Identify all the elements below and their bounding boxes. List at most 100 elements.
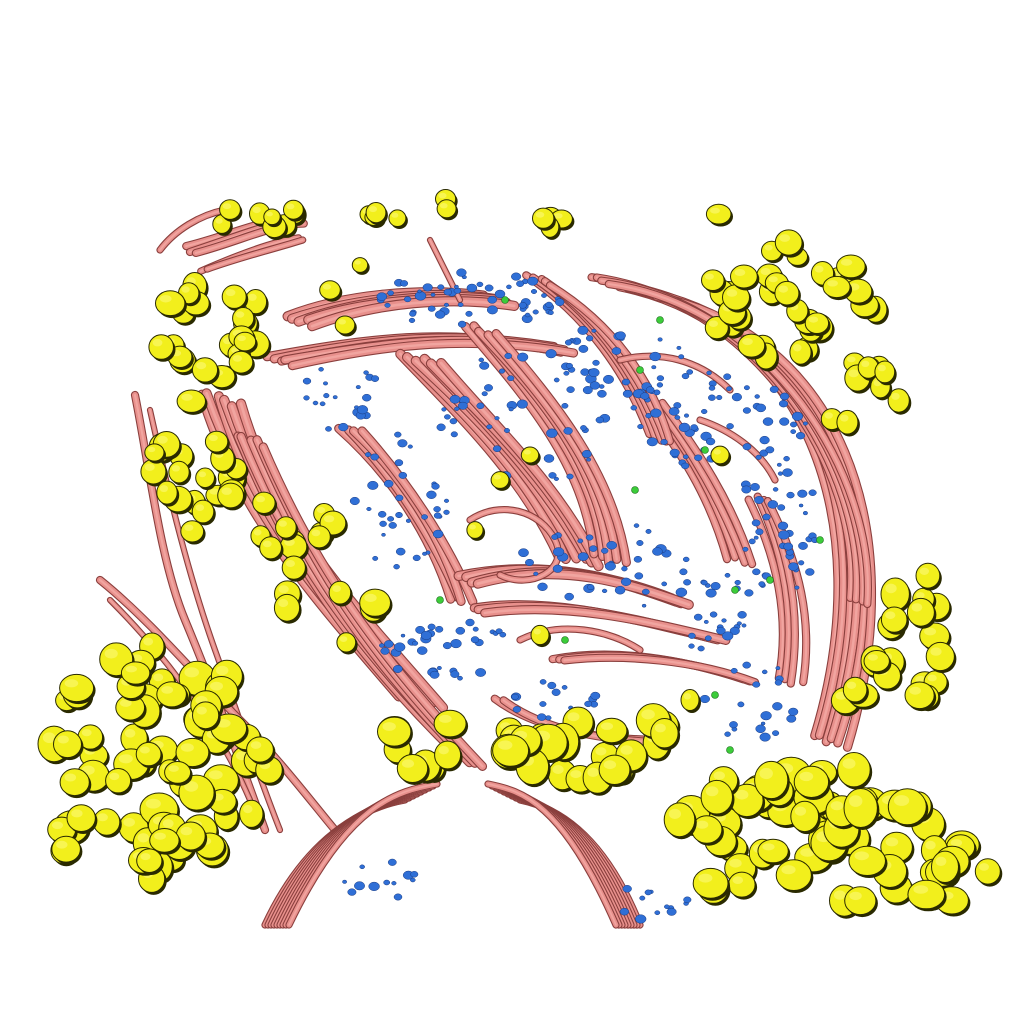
cell-highlight	[885, 611, 896, 619]
cell-highlight	[196, 706, 207, 715]
cell-highlight	[915, 675, 927, 683]
blue-particle	[636, 540, 644, 546]
cell-highlight	[153, 673, 164, 682]
blue-particle	[422, 283, 433, 292]
cell-highlight	[840, 259, 853, 266]
blue-particle	[795, 432, 806, 440]
blue-particle	[660, 439, 668, 445]
fiber-highlight	[487, 783, 617, 926]
blue-particle	[779, 392, 790, 401]
yellow-cell	[135, 741, 162, 767]
blue-particle	[323, 393, 330, 399]
cell-highlight	[779, 234, 791, 242]
cell-highlight	[729, 858, 742, 868]
blue-particle	[355, 385, 361, 390]
blue-particle	[537, 582, 548, 591]
blue-particle	[786, 491, 795, 499]
yellow-cell	[520, 446, 540, 464]
blue-particle	[769, 385, 779, 393]
blue-particle	[603, 374, 614, 384]
cell-highlight	[210, 681, 223, 691]
cell-highlight	[332, 585, 342, 592]
blue-particle	[465, 310, 473, 317]
blue-particle	[776, 462, 782, 467]
blue-particle	[611, 347, 622, 355]
cell-highlight	[554, 213, 563, 219]
blue-particle	[772, 730, 780, 736]
blue-particle	[656, 382, 664, 388]
cell-highlight	[139, 746, 150, 754]
blue-particle	[710, 582, 721, 591]
blue-particle	[620, 577, 632, 586]
cell-highlight	[184, 667, 199, 678]
yellow-cell	[874, 360, 896, 384]
blue-particle	[606, 541, 618, 550]
blue-particle	[679, 568, 688, 576]
cell-highlight	[498, 740, 513, 750]
yellow-cell	[595, 717, 628, 744]
blue-particle	[548, 472, 557, 479]
yellow-cell	[246, 736, 274, 763]
blue-particle	[433, 512, 442, 519]
blue-particle	[794, 585, 800, 590]
blue-particle	[552, 564, 563, 573]
blue-particle	[332, 395, 338, 400]
blue-particle	[479, 361, 490, 370]
blue-particle	[736, 621, 742, 626]
blue-particle	[641, 603, 647, 608]
blue-particle	[394, 459, 404, 467]
blue-particle	[621, 378, 631, 386]
blue-particle	[635, 914, 647, 924]
cell-highlight	[824, 412, 833, 419]
cell-highlight	[159, 485, 168, 493]
cell-highlight	[438, 714, 452, 723]
blue-particle	[443, 498, 450, 503]
blue-particle	[366, 506, 372, 512]
blue-particle	[504, 352, 512, 359]
blue-particle	[761, 669, 768, 675]
blue-particle	[798, 560, 805, 566]
blue-particle	[577, 538, 584, 544]
blue-particle	[650, 408, 662, 418]
yellow-cell	[180, 520, 205, 543]
blue-particle	[581, 449, 592, 459]
cell-highlight	[278, 599, 289, 608]
blue-particle	[383, 479, 394, 488]
blue-particle	[601, 547, 609, 554]
blue-particle	[338, 422, 349, 432]
blue-particle	[701, 580, 708, 586]
blue-particle	[349, 496, 360, 506]
blue-particle	[541, 293, 547, 298]
blue-particle	[723, 373, 732, 380]
blue-particle	[492, 445, 502, 453]
blue-particle	[619, 907, 630, 916]
yellow-cell	[221, 284, 247, 309]
cell-highlight	[781, 865, 796, 875]
blue-particle	[652, 547, 663, 556]
blue-particle	[637, 424, 644, 430]
cell-highlight	[916, 592, 925, 599]
cell-highlight	[181, 393, 193, 401]
blue-particle	[394, 642, 406, 652]
blue-particle	[426, 490, 437, 499]
fiber-highlight	[655, 402, 746, 564]
blue-particle	[442, 642, 452, 650]
cell-highlight	[705, 786, 719, 797]
blue-particle	[450, 639, 462, 649]
blue-particle	[693, 613, 703, 621]
blue-particle	[367, 480, 379, 490]
yellow-cell	[837, 752, 871, 788]
blue-particle	[774, 679, 783, 686]
blue-particle	[524, 312, 531, 318]
yellow-cell	[377, 716, 412, 747]
yellow-cell	[148, 334, 174, 360]
blue-particle	[591, 328, 597, 333]
blue-particle	[395, 511, 403, 519]
fiber-highlight	[766, 500, 808, 684]
yellow-cell	[836, 254, 866, 279]
yellow-cell	[281, 555, 306, 580]
blue-particle	[682, 556, 690, 563]
cell-highlight	[683, 693, 691, 700]
blue-particle	[478, 357, 485, 363]
